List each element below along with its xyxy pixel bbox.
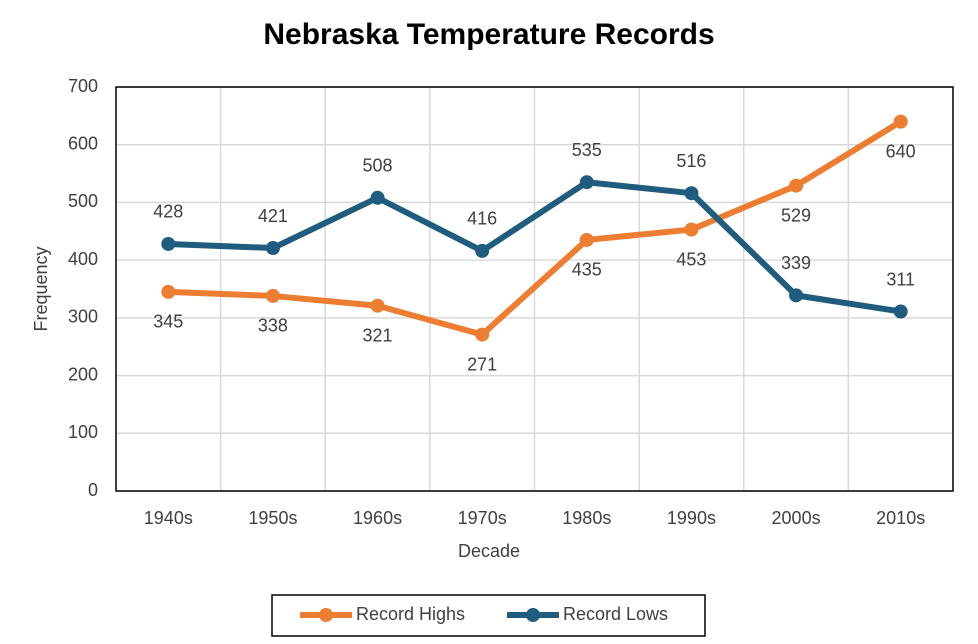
x-axis-label: Decade [458,541,520,561]
x-tick-label: 1980s [562,508,611,528]
data-label: 516 [676,151,706,171]
legend-label: Record Highs [356,604,465,624]
chart-title: Nebraska Temperature Records [263,18,714,51]
plot [161,114,908,342]
x-tick-label: 1960s [353,508,402,528]
data-label: 321 [363,325,393,345]
point [370,298,385,313]
grid [116,86,953,492]
point [684,186,699,201]
data-label: 428 [153,202,183,222]
point [265,241,280,256]
point [475,327,490,342]
y-tick-label: 500 [68,191,98,211]
y-tick-label: 200 [68,364,98,384]
point [370,190,385,205]
y-tick-label: 700 [68,76,98,96]
series-line [168,179,902,315]
data-label: 508 [363,156,393,176]
series-line [168,119,903,338]
y-tick-label: 600 [68,133,98,153]
point [161,284,176,299]
point [161,236,176,251]
point [265,288,280,303]
x-tick-label: 1970s [458,508,507,528]
point [684,222,699,237]
data-label: 640 [886,141,916,161]
data-label: 271 [467,354,497,374]
y-tick-label: 100 [68,422,98,442]
point [579,232,594,247]
plot-border [115,86,954,492]
data-label: 416 [467,209,497,229]
y-tick-label: 0 [88,480,98,500]
y-axis-label: Frequency [31,246,51,331]
data-label: 311 [886,269,915,289]
data-label: 339 [781,253,811,273]
y-tick-label: 400 [68,249,98,269]
data-label: 529 [781,205,811,225]
x-tick-label: 1990s [667,508,716,528]
data-label: 345 [153,312,183,332]
point [789,288,804,303]
data-label: 435 [572,260,602,280]
point [579,175,594,190]
point [893,114,908,129]
data-label: 535 [572,140,602,160]
x-tick-label: 2000s [772,508,821,528]
data-label: 453 [676,249,706,269]
x-tick-label: 1940s [144,508,193,528]
data-label: 421 [258,206,288,226]
x-tick-label: 2010s [876,508,925,528]
point [475,243,490,258]
y-tick-label: 300 [68,307,98,327]
point [893,304,908,319]
data-label: 338 [258,316,288,336]
legend-marker [319,608,333,622]
legend-label: Record Lows [563,604,668,624]
x-tick-label: 1950s [248,508,297,528]
point [789,178,804,193]
legend-marker [526,608,540,622]
